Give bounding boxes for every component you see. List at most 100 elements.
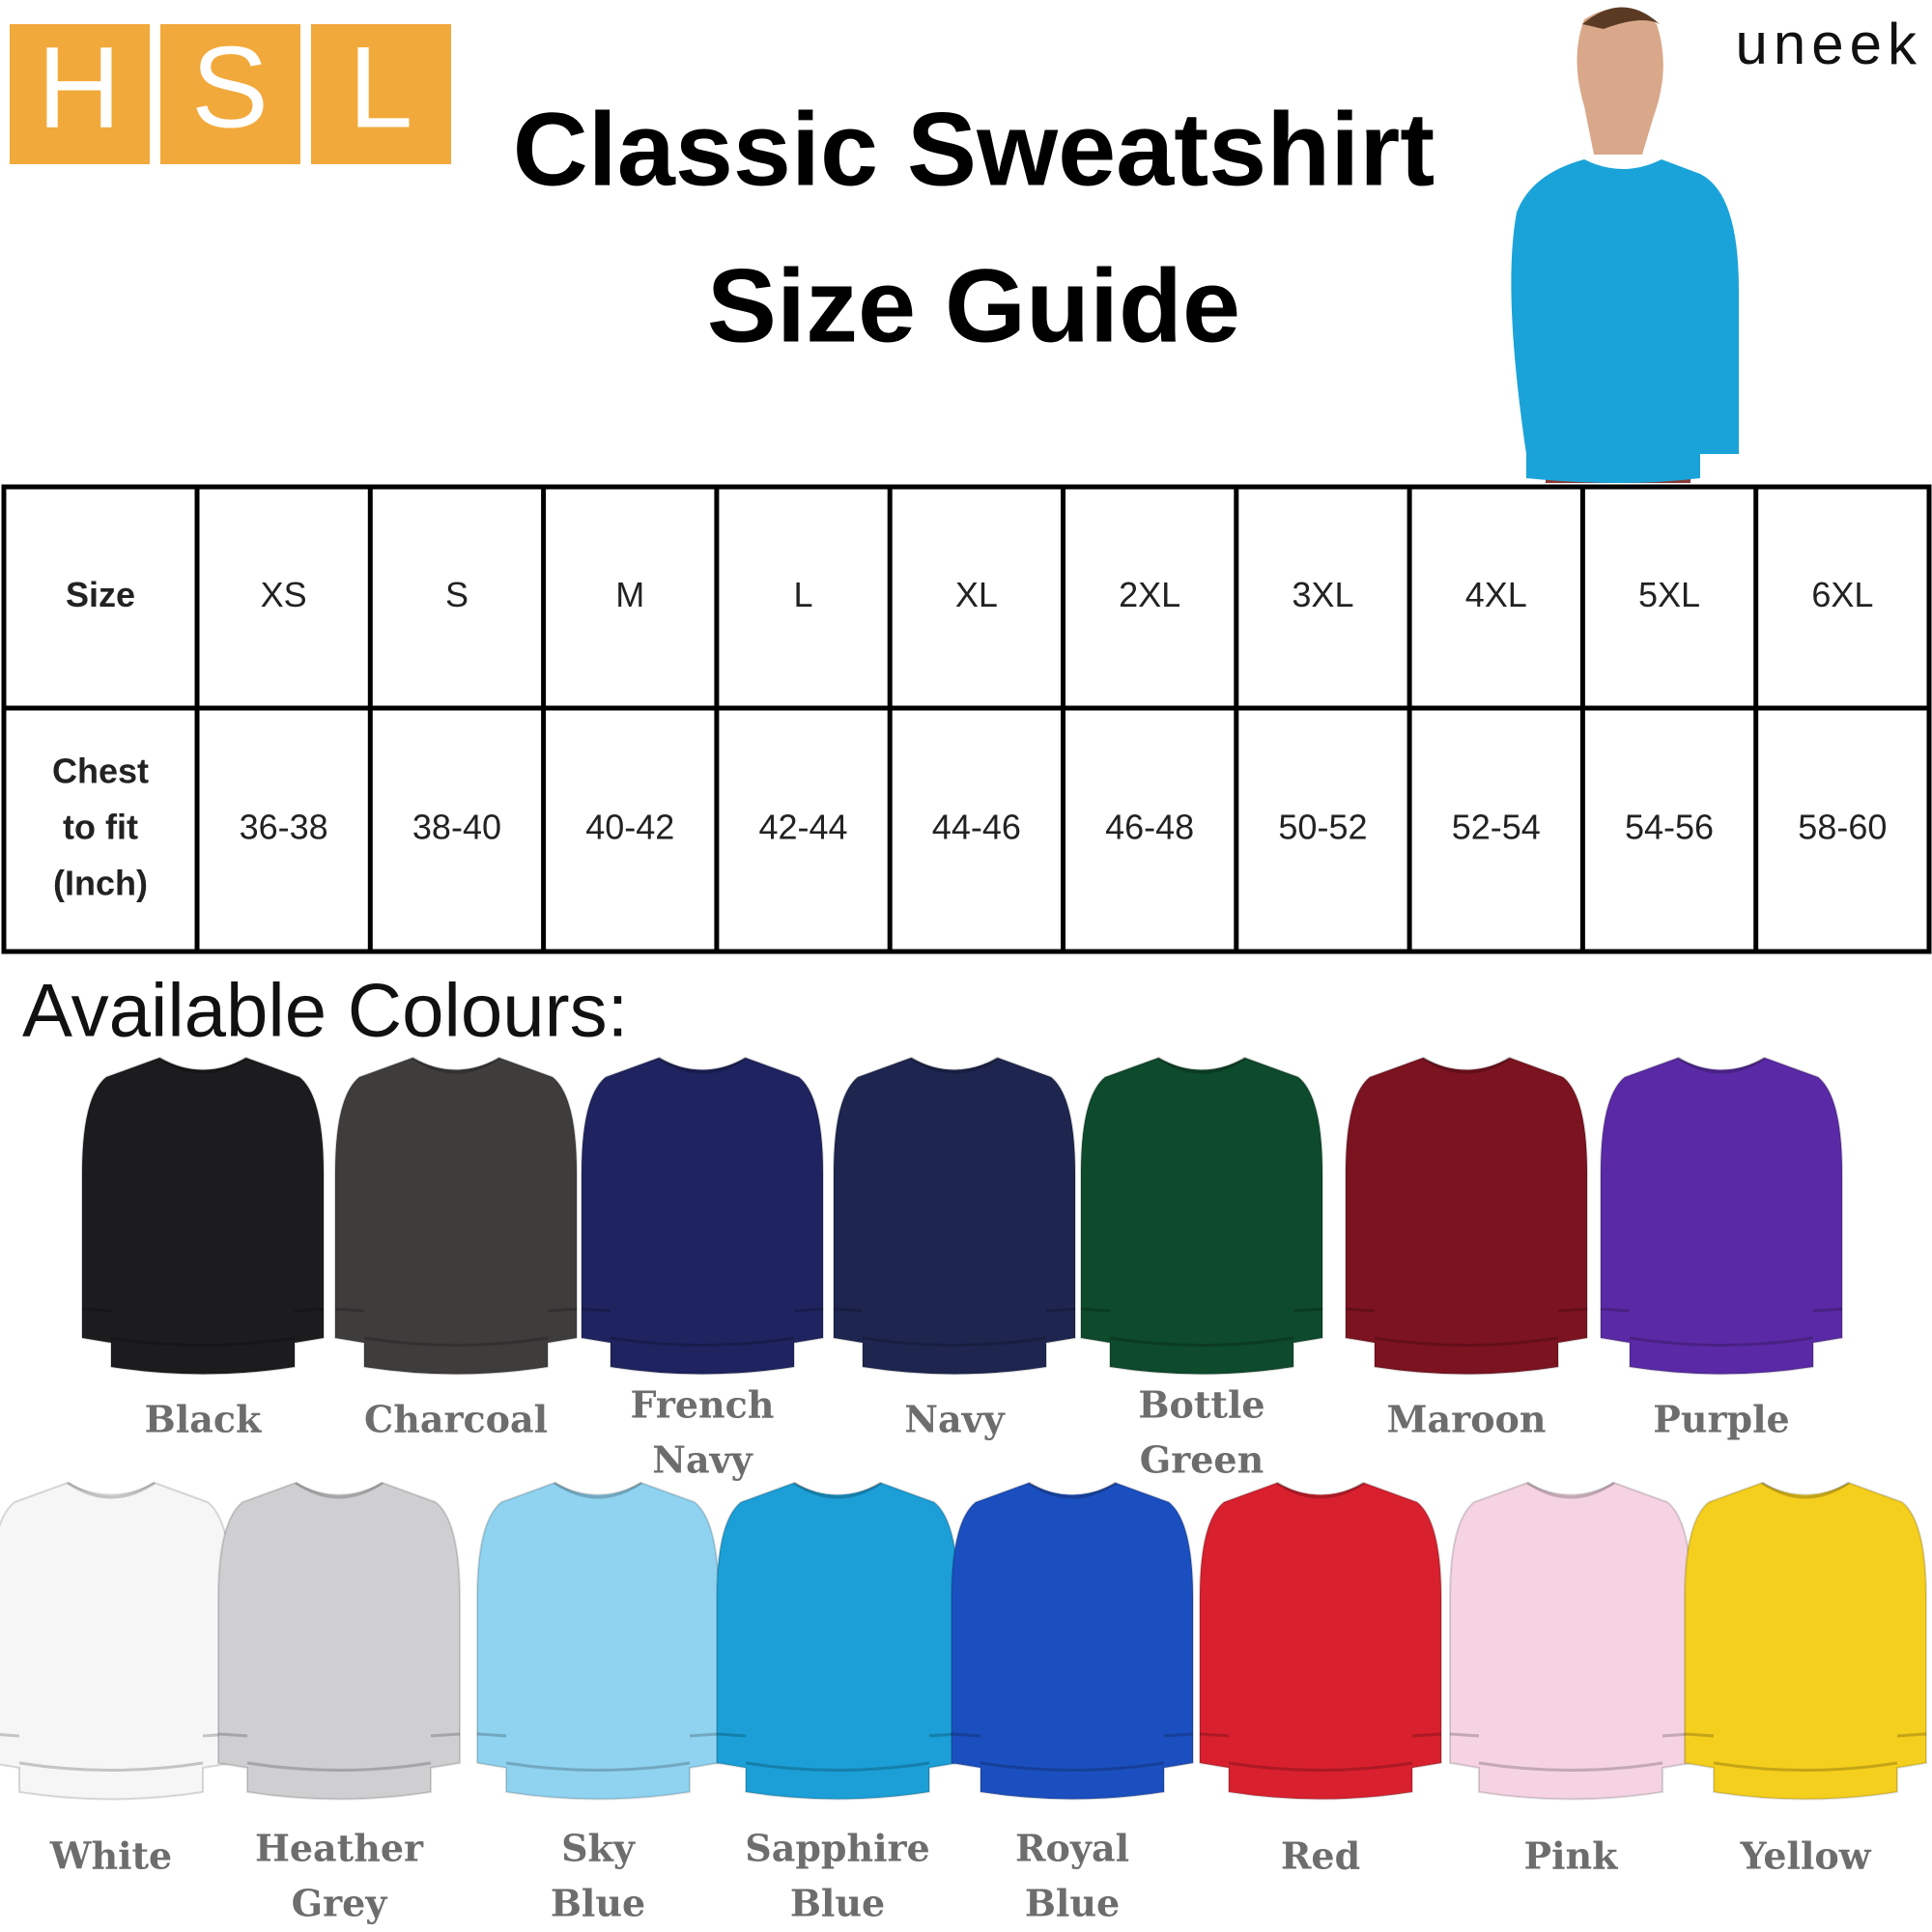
title-line1: Classic Sweatshirt: [513, 91, 1435, 208]
colour-name: Yellow: [1740, 1834, 1872, 1878]
sweatshirt-trim: [833, 1056, 1076, 1347]
sweatshirt: [1449, 1481, 1692, 1801]
size-cell: XL: [955, 575, 998, 614]
size-cell: M: [615, 575, 644, 614]
sweatshirt-trim: [0, 1481, 233, 1772]
colour-name: Charcoal: [364, 1398, 548, 1441]
sweatshirt-body: [1345, 1056, 1588, 1376]
logo-letter: L: [349, 23, 413, 153]
sweatshirt-trim: [1600, 1056, 1843, 1347]
sweatshirt-body: [581, 1056, 824, 1376]
logo-letter: H: [38, 23, 122, 153]
logo-box: [10, 24, 150, 164]
colour-name: Pink: [1524, 1834, 1619, 1878]
colour-name: Green: [1140, 1438, 1264, 1482]
sweatshirt-body: [1684, 1481, 1927, 1801]
sweatshirt-trim: [581, 1056, 824, 1347]
sweatshirt: [217, 1481, 461, 1801]
sweatshirt: [0, 1481, 233, 1801]
sweatshirt-trim: [334, 1056, 578, 1347]
colour-name: Red: [1281, 1834, 1360, 1878]
colour-name: Navy: [904, 1398, 1005, 1441]
size-cell: L: [794, 575, 813, 614]
sweatshirt: [716, 1481, 959, 1801]
sweatshirt-body: [716, 1481, 959, 1801]
row-label: Chest: [52, 752, 149, 791]
chest-cell: 40-42: [585, 808, 674, 847]
colour-name: Blue: [790, 1882, 885, 1925]
sweatshirt: [833, 1056, 1076, 1376]
sweatshirt: [951, 1481, 1194, 1801]
sweatshirt-trim: [1345, 1056, 1588, 1347]
sweatshirt-body: [1600, 1056, 1843, 1376]
size-cell: S: [445, 575, 469, 614]
sweatshirt-trim: [217, 1481, 461, 1772]
sweatshirt-trim: [1199, 1481, 1442, 1772]
colour-name: Grey: [292, 1882, 388, 1925]
logo-box: [311, 24, 451, 164]
sweatshirt-trim: [1449, 1481, 1692, 1772]
size-cell: 4XL: [1465, 575, 1527, 614]
row-label: (Inch): [53, 864, 148, 903]
title-line2: Size Guide: [707, 247, 1240, 364]
sweatshirt-trim: [81, 1056, 325, 1347]
logo-letter: S: [191, 23, 269, 153]
chest-cell: 42-44: [759, 808, 848, 847]
size-cell: 3XL: [1292, 575, 1353, 614]
chest-cell: 36-38: [240, 808, 328, 847]
chest-cell: 44-46: [932, 808, 1021, 847]
chest-cell: 38-40: [412, 808, 501, 847]
sweatshirt-trim: [716, 1481, 959, 1772]
sweatshirt: [1199, 1481, 1442, 1801]
model-photo: [1511, 7, 1739, 483]
sweatshirt-body: [334, 1056, 578, 1376]
brand: uneek: [1736, 12, 1922, 76]
colour-name: Bottle: [1138, 1383, 1264, 1427]
sweatshirt-body: [951, 1481, 1194, 1801]
colour-name: Purple: [1653, 1398, 1789, 1441]
colour-name: Heather: [255, 1827, 424, 1870]
sweatshirt: [1684, 1481, 1927, 1801]
colour-name: Maroon: [1386, 1398, 1546, 1441]
row-label: to fit: [63, 808, 138, 847]
chest-cell: 58-60: [1798, 808, 1887, 847]
sweatshirt: [334, 1056, 578, 1376]
colour-name: Black: [145, 1398, 262, 1441]
size-cell: 2XL: [1119, 575, 1180, 614]
sweatshirt-body: [1199, 1481, 1442, 1801]
colour-name: Navy: [652, 1438, 753, 1482]
sweatshirt: [81, 1056, 325, 1376]
colour-name: French: [631, 1383, 775, 1427]
chest-cell: 46-48: [1105, 808, 1194, 847]
sweatshirt-trim: [1684, 1481, 1927, 1772]
chest-cell: 54-56: [1625, 808, 1714, 847]
size-cell: 5XL: [1638, 575, 1700, 614]
size-cell: 6XL: [1811, 575, 1873, 614]
sweatshirt: [1600, 1056, 1843, 1376]
sweatshirt-body: [476, 1481, 720, 1801]
logo-box: [160, 24, 300, 164]
sweatshirt: [1345, 1056, 1588, 1376]
sweatshirt-trim: [476, 1481, 720, 1772]
colour-name: Blue: [1025, 1882, 1120, 1925]
colour-name: Blue: [551, 1882, 645, 1925]
size-cell: XS: [261, 575, 307, 614]
colour-name: Royal: [1015, 1827, 1129, 1870]
sweatshirt: [476, 1481, 720, 1801]
size-table: Size Chest to fit (Inch) XS 36-38 S 38-40 M 40-42…: [1, 484, 1932, 954]
sweatshirt-body: [1449, 1481, 1692, 1801]
colour-name: Sapphire: [745, 1827, 929, 1870]
chest-cell: 50-52: [1278, 808, 1367, 847]
sweatshirt: [581, 1056, 824, 1376]
sweatshirt-body: [217, 1481, 461, 1801]
table-border: [1, 484, 1932, 954]
sweatshirt-body: [833, 1056, 1076, 1376]
chest-cell: 52-54: [1452, 808, 1541, 847]
header-label: Size: [66, 575, 135, 614]
colour-name: Sky: [561, 1827, 636, 1870]
colour-swatches: Black Charcoal French Navy Navy Bottle Green Ma…: [0, 1056, 1927, 1925]
sweatshirt-body: [81, 1056, 325, 1376]
colours-heading: Available Colours:: [22, 968, 628, 1053]
